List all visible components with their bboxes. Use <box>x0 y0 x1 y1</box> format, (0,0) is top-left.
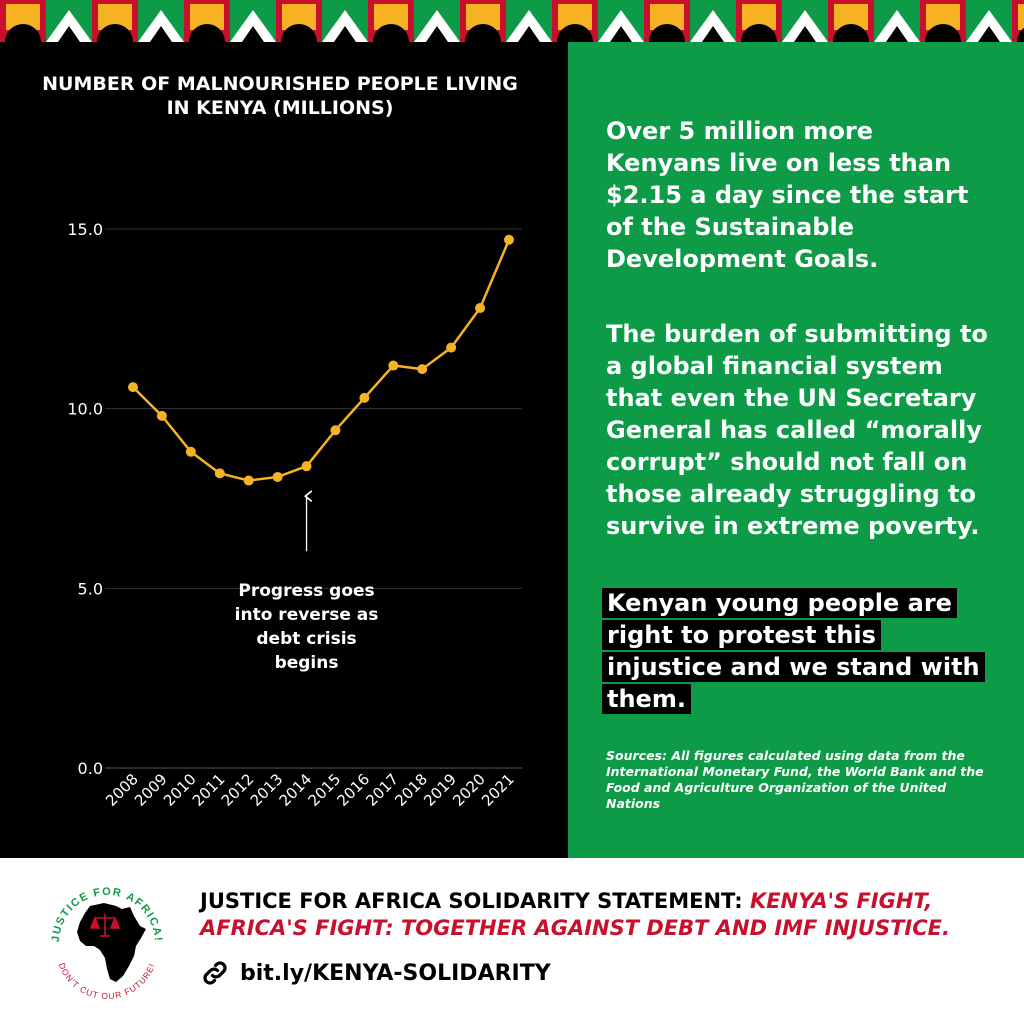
pattern-shape <box>281 24 317 42</box>
pattern-shape <box>5 24 41 42</box>
pattern-shape <box>189 24 225 42</box>
pattern-shape <box>373 24 409 42</box>
pattern-shape <box>833 24 869 42</box>
africa-map-icon <box>77 903 146 982</box>
link-text[interactable]: bit.ly/KENYA-SOLIDARITY <box>240 960 551 986</box>
pattern-shape <box>150 26 172 42</box>
pattern-shape <box>741 24 777 42</box>
data-point <box>475 303 486 314</box>
sources-note: Sources: All figures calculated using da… <box>606 748 984 811</box>
x-tick-label: 2015 <box>305 770 345 810</box>
text-panel: Over 5 million more Kenyans live on less… <box>568 42 1024 858</box>
link-icon <box>203 961 227 985</box>
data-point <box>156 410 167 421</box>
data-point <box>504 234 514 245</box>
footer: JUSTICE FOR AFRICA! DON'T CUT OUR FUTURE… <box>0 858 1024 1024</box>
x-tick-label: 2010 <box>160 770 200 810</box>
decorative-pattern-band <box>0 0 1024 42</box>
x-tick-label: 2017 <box>362 770 402 810</box>
x-tick-label: 2018 <box>391 770 431 810</box>
pattern-shape <box>58 26 80 42</box>
footer-headline: JUSTICE FOR AFRICA SOLIDARITY STATEMENT:… <box>200 888 1000 942</box>
pattern-shape <box>702 26 724 42</box>
pattern-shape <box>334 26 356 42</box>
x-tick-label: 2008 <box>102 770 142 810</box>
annotation-text: debt crisis <box>256 629 356 649</box>
data-point <box>128 382 138 393</box>
footer-link[interactable]: bit.ly/KENYA-SOLIDARITY <box>200 958 551 988</box>
kente-pattern <box>0 0 1024 42</box>
pattern-shape <box>465 24 501 42</box>
data-point <box>446 342 457 353</box>
statement-paragraph-1: Over 5 million more Kenyans live on less… <box>606 117 969 273</box>
pattern-shape <box>794 26 816 42</box>
y-tick-label: 10.0 <box>67 400 103 419</box>
chart-title: NUMBER OF MALNOURISHED PEOPLE LIVING IN … <box>42 73 518 119</box>
annotation-text: Progress goes <box>238 581 374 601</box>
x-tick-label: 2013 <box>247 770 287 810</box>
x-tick-label: 2020 <box>449 770 489 810</box>
data-point <box>301 461 312 472</box>
statement-paragraph-2: The burden of submitting to a global fin… <box>606 320 988 540</box>
pattern-shape <box>97 24 133 42</box>
x-tick-label: 2019 <box>420 770 460 810</box>
pattern-shape <box>557 24 593 42</box>
pattern-shape <box>1018 4 1024 30</box>
pattern-shape <box>426 26 448 42</box>
data-point <box>330 425 341 436</box>
headline-prefix: JUSTICE FOR AFRICA SOLIDARITY STATEMENT: <box>200 889 750 913</box>
x-tick-label: 2011 <box>189 770 229 810</box>
pattern-shape <box>610 26 632 42</box>
y-tick-label: 15.0 <box>67 220 103 239</box>
data-point <box>417 364 428 375</box>
justice-for-africa-logo: JUSTICE FOR AFRICA! DON'T CUT OUR FUTURE… <box>42 876 172 1015</box>
pattern-shape <box>518 26 540 42</box>
data-point <box>388 360 399 371</box>
data-point <box>214 468 225 479</box>
pattern-shape <box>242 26 264 42</box>
x-tick-label: 2016 <box>333 770 373 810</box>
chart-panel <box>0 42 568 858</box>
x-tick-label: 2012 <box>218 770 258 810</box>
pattern-shape <box>649 24 685 42</box>
data-point <box>185 446 196 457</box>
data-point <box>243 475 254 486</box>
annotation-text: into reverse as <box>235 605 379 625</box>
x-tick-label: 2009 <box>131 770 171 810</box>
pattern-shape <box>886 26 908 42</box>
line-chart: 0.05.010.015.020082009201020112012201320… <box>67 220 522 810</box>
callout-text: Kenyan young people are right to protest… <box>602 588 985 714</box>
y-tick-label: 0.0 <box>78 759 103 778</box>
series-line <box>132 239 511 482</box>
pattern-shape <box>925 24 961 42</box>
scales-icon <box>89 914 121 937</box>
annotation-text: begins <box>275 653 339 673</box>
x-tick-label: 2014 <box>276 770 316 810</box>
pattern-shape <box>1017 27 1024 42</box>
pattern-shape <box>978 26 1000 42</box>
callout-statement: Kenyan young people are right to protest… <box>602 587 992 715</box>
headline-highlight: KENYA'S FIGHT, AFRICA'S FIGHT: TOGETHER … <box>200 889 950 940</box>
data-point <box>272 471 283 482</box>
y-tick-label: 5.0 <box>78 579 103 598</box>
data-point <box>359 392 370 403</box>
x-tick-label: 2021 <box>478 770 518 810</box>
